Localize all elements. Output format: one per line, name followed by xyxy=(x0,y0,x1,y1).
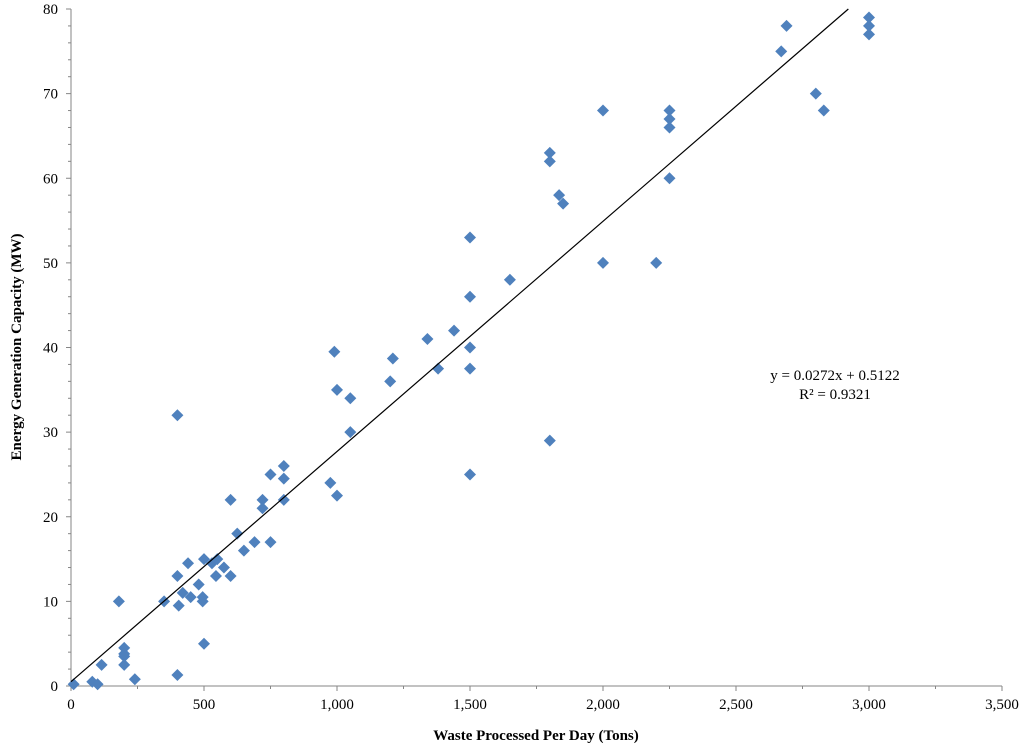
data-point xyxy=(663,172,676,185)
data-point xyxy=(91,678,104,691)
data-point xyxy=(184,591,197,604)
data-point xyxy=(464,362,476,375)
data-point xyxy=(171,668,184,681)
y-tick-label: 20 xyxy=(43,510,58,526)
y-tick-label: 40 xyxy=(43,341,58,357)
data-point xyxy=(344,392,357,405)
data-point xyxy=(503,273,516,286)
data-point xyxy=(863,28,875,41)
data-point xyxy=(597,256,609,269)
data-point xyxy=(331,489,343,502)
data-point xyxy=(344,426,357,439)
x-tick-label: 1,500 xyxy=(453,697,487,713)
y-tick-label: 10 xyxy=(43,594,58,610)
x-tick-label: 500 xyxy=(193,697,216,713)
data-point xyxy=(663,113,676,126)
data-point xyxy=(277,472,290,485)
x-axis-title: Waste Processed Per Day (Tons) xyxy=(433,728,639,744)
tick-labels: 0 500 1,000 1,500 2,000 2,500 3,000 3,500 0 10 20 3… xyxy=(43,2,1019,713)
data-point xyxy=(209,569,222,582)
data-point xyxy=(817,104,830,117)
data-point xyxy=(128,673,141,686)
data-point xyxy=(264,468,277,481)
data-point xyxy=(328,345,341,358)
data-point xyxy=(331,383,343,396)
data-point xyxy=(198,637,210,650)
data-point xyxy=(432,362,445,375)
trendline xyxy=(70,8,849,683)
data-point xyxy=(663,121,676,134)
x-tick-label: 0 xyxy=(67,697,75,713)
data-points xyxy=(67,11,875,691)
data-point xyxy=(211,553,224,566)
data-point xyxy=(448,324,461,337)
data-point xyxy=(118,658,131,671)
data-point xyxy=(171,569,184,582)
x-tick-label: 1,000 xyxy=(320,697,354,713)
data-point xyxy=(196,591,209,604)
y-tick-label: 50 xyxy=(43,256,58,272)
data-point xyxy=(224,493,237,506)
data-point xyxy=(386,352,399,365)
data-point xyxy=(182,557,195,570)
data-point xyxy=(67,678,80,691)
data-point xyxy=(543,434,556,447)
trendline-equation: y = 0.0272x + 0.5122 xyxy=(770,368,899,384)
data-point xyxy=(421,333,434,346)
data-point xyxy=(264,536,277,549)
axes xyxy=(66,8,1003,691)
data-point xyxy=(863,19,875,32)
data-point xyxy=(863,11,875,24)
data-point xyxy=(118,650,131,663)
x-tick-label: 3,000 xyxy=(852,697,886,713)
data-point xyxy=(557,197,570,210)
data-point xyxy=(237,544,250,557)
data-point xyxy=(95,658,108,671)
data-point xyxy=(277,493,290,506)
y-tick-label: 60 xyxy=(43,171,58,187)
data-point xyxy=(384,375,397,388)
data-point xyxy=(217,561,230,574)
data-point xyxy=(171,409,184,422)
data-point xyxy=(464,341,476,354)
data-point xyxy=(650,256,663,269)
data-point xyxy=(231,527,244,540)
x-tick-label: 2,000 xyxy=(586,697,620,713)
data-point xyxy=(172,599,185,612)
y-axis-title: Energy Generation Capacity (MW) xyxy=(9,233,25,460)
y-tick-label: 30 xyxy=(43,425,58,441)
x-tick-label: 3,500 xyxy=(985,697,1019,713)
x-tick-label: 2,500 xyxy=(719,697,753,713)
r-squared-label: R² = 0.9321 xyxy=(799,387,871,403)
data-point xyxy=(248,536,261,549)
data-point xyxy=(112,595,125,608)
data-point xyxy=(198,553,210,566)
y-tick-label: 70 xyxy=(43,87,58,103)
data-point xyxy=(780,19,793,32)
data-point xyxy=(224,569,237,582)
data-point xyxy=(192,578,205,591)
data-point xyxy=(775,45,788,58)
y-tick-label: 0 xyxy=(51,679,59,695)
data-point xyxy=(256,493,269,506)
data-point xyxy=(597,104,609,117)
data-point xyxy=(256,502,269,515)
data-point xyxy=(324,476,337,489)
data-point xyxy=(464,290,476,303)
data-point xyxy=(663,104,676,117)
data-point xyxy=(176,586,189,599)
data-point xyxy=(543,146,556,159)
data-point xyxy=(464,231,476,244)
data-point xyxy=(809,87,822,100)
data-point xyxy=(553,189,566,202)
data-point xyxy=(464,468,476,481)
data-point xyxy=(277,459,290,472)
y-tick-label: 80 xyxy=(43,2,58,18)
data-point xyxy=(543,155,556,168)
